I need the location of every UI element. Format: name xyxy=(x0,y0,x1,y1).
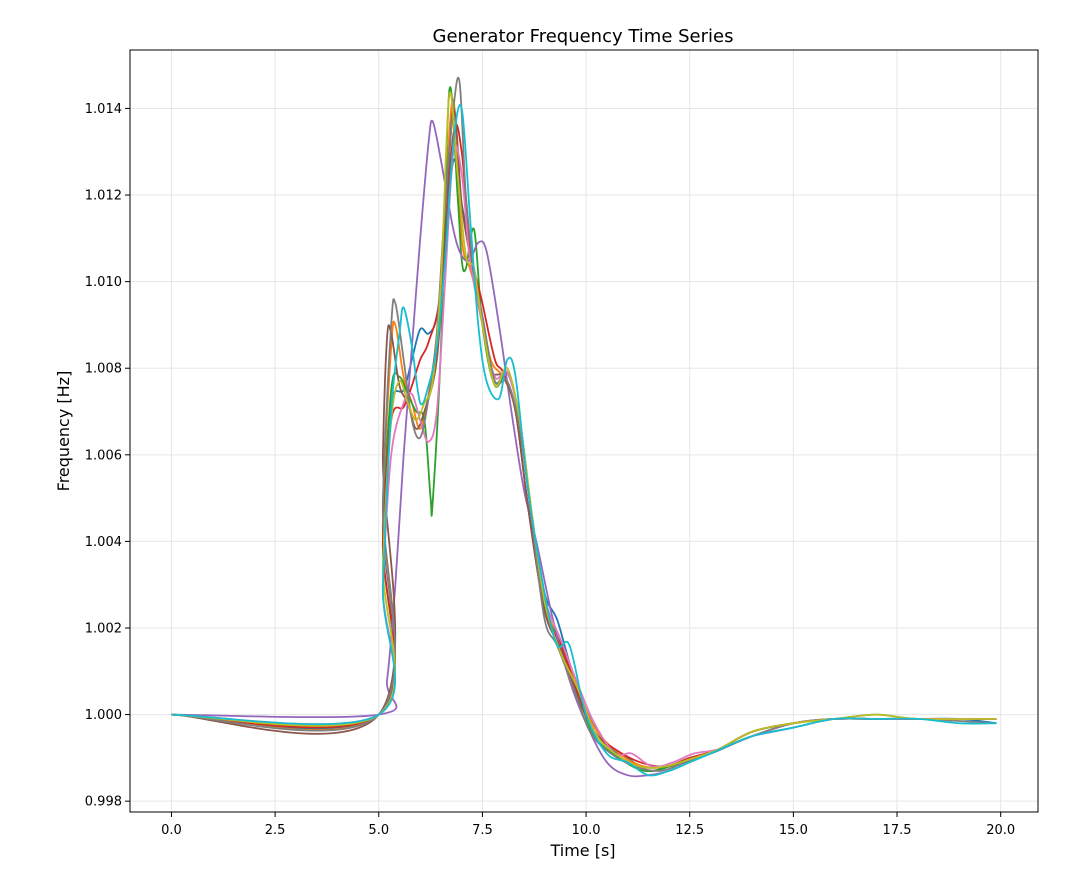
x-tick-label: 5.0 xyxy=(368,823,389,838)
x-tick-label: 20.0 xyxy=(986,823,1015,838)
series-line-10 xyxy=(171,104,997,777)
x-tick-label: 10.0 xyxy=(572,823,601,838)
y-tick-label: 1.006 xyxy=(85,448,122,463)
x-tick-label: 0.0 xyxy=(161,823,182,838)
chart-title: Generator Frequency Time Series xyxy=(433,26,734,47)
y-tick-label: 1.010 xyxy=(85,275,122,290)
y-tick-label: 1.004 xyxy=(85,535,122,550)
grid-lines xyxy=(130,50,1038,812)
x-axis-label: Time [s] xyxy=(549,841,615,860)
y-tick-label: 0.998 xyxy=(85,795,122,810)
x-tick-label: 12.5 xyxy=(675,823,704,838)
y-tick-label: 1.008 xyxy=(85,362,122,377)
y-axis-label: Frequency [Hz] xyxy=(54,371,73,492)
y-axis-ticks: 0.998 1.000 1.002 1.004 1.006 1.008 1.010 1.012… xyxy=(85,102,130,810)
y-tick-label: 1.012 xyxy=(85,189,122,204)
x-tick-label: 15.0 xyxy=(779,823,808,838)
y-tick-label: 1.014 xyxy=(85,102,122,117)
x-tick-label: 2.5 xyxy=(265,823,286,838)
x-axis-ticks: 0.0 2.5 5.0 7.5 10.0 12.5 15.0 17.5 20.0 xyxy=(161,812,1015,838)
series-group xyxy=(171,76,997,778)
y-tick-label: 1.002 xyxy=(85,621,122,636)
x-tick-label: 17.5 xyxy=(883,823,912,838)
x-tick-label: 7.5 xyxy=(472,823,493,838)
plot-frame xyxy=(129,49,1039,813)
y-tick-label: 1.000 xyxy=(85,708,122,723)
